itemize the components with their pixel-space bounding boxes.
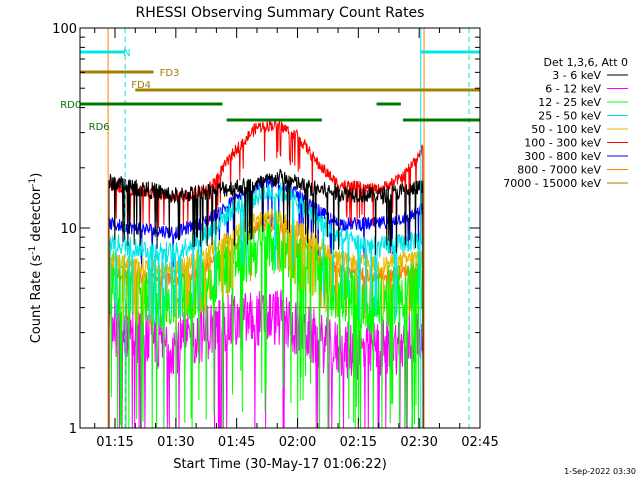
marker-layer: [107, 28, 470, 428]
legend-label-2: 12 - 25 keV: [538, 96, 601, 109]
series-line-0: [108, 168, 424, 429]
status-label-rd6: RD6: [89, 122, 110, 133]
x-tick-label-4: 02:15: [340, 435, 377, 450]
x-tick-label-0: 01:15: [96, 435, 133, 450]
legend-label-7: 800 - 7000 keV: [517, 164, 601, 177]
legend-label-6: 300 - 800 keV: [524, 150, 601, 163]
status-label-rd0: RD0: [60, 100, 81, 111]
legend-label-3: 25 - 50 keV: [538, 110, 601, 123]
x-tick-label-1: 01:30: [157, 435, 194, 450]
series-layer: [108, 118, 424, 429]
footer-timestamp: 1-Sep-2022 03:30: [564, 467, 636, 476]
status-label-n: N: [123, 48, 130, 59]
axis-layer: 1 10 100 01:15 01:30 01:45 02:00 02:15 02:30 02:4…: [52, 22, 499, 450]
x-tick-label-3: 02:00: [279, 435, 316, 450]
y-tick-label-1: 10: [60, 222, 77, 237]
chart-title: RHESSI Observing Summary Count Rates: [136, 5, 425, 21]
x-tick-label-2: 01:45: [218, 435, 255, 450]
status-label-fd4: FD4: [131, 80, 151, 91]
legend-label-0: 3 - 6 keV: [552, 69, 601, 82]
legend-label-5: 100 - 300 keV: [524, 137, 601, 150]
status-bar-layer: N FD3 FD4 RD0 RD6: [60, 48, 480, 133]
x-axis-label: Start Time (30-May-17 01:06:22): [173, 457, 387, 472]
y-axis-label: Count Rate (s-1 detector-1): [28, 173, 44, 344]
series-line-3: [108, 182, 424, 429]
legend-label-8: 7000 - 15000 keV: [503, 177, 601, 190]
series-line-2: [108, 212, 424, 429]
x-tick-label-6: 02:45: [461, 435, 498, 450]
y-tick-label-0: 1: [69, 422, 77, 437]
x-tick-label-5: 02:30: [400, 435, 437, 450]
legend-label-1: 6 - 12 keV: [545, 83, 601, 96]
legend-title: Det 1,3,6, Att 0: [544, 56, 628, 69]
status-label-fd3: FD3: [160, 68, 180, 79]
legend-label-4: 50 - 100 keV: [531, 123, 601, 136]
y-tick-label-2: 100: [52, 22, 77, 37]
